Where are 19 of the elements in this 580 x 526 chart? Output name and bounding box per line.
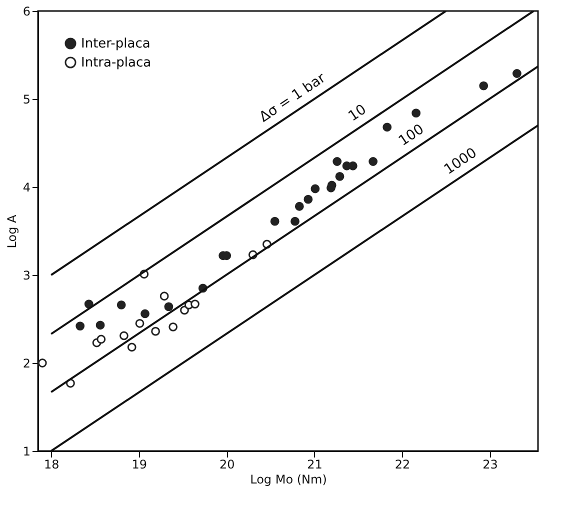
- legend-label: Inter-placa: [81, 36, 150, 52]
- legend-label: Intra-placa: [81, 56, 152, 70]
- annotation: 100: [396, 121, 428, 150]
- annotation: 10: [346, 102, 370, 125]
- y-tick-label: 6: [22, 4, 30, 18]
- y-axis-title: Log A: [4, 214, 19, 248]
- x-tick-label: 20: [219, 458, 235, 472]
- y-tick-label: 4: [22, 180, 30, 194]
- annotation: Δσ = 1 bar: [256, 70, 329, 126]
- x-axis-title: Log Mo (Nm): [250, 472, 327, 486]
- y-tick-label: 5: [22, 92, 30, 106]
- y-tick-label: 3: [22, 268, 30, 282]
- x-tick-label: 18: [44, 458, 60, 472]
- x-tick-label: 19: [132, 458, 148, 472]
- y-tick-label: 1: [22, 444, 30, 458]
- y-tick-label: 2: [22, 356, 30, 370]
- x-tick-label: 23: [482, 458, 498, 472]
- x-tick-label: 22: [394, 458, 410, 472]
- x-tick-label: 21: [307, 458, 322, 472]
